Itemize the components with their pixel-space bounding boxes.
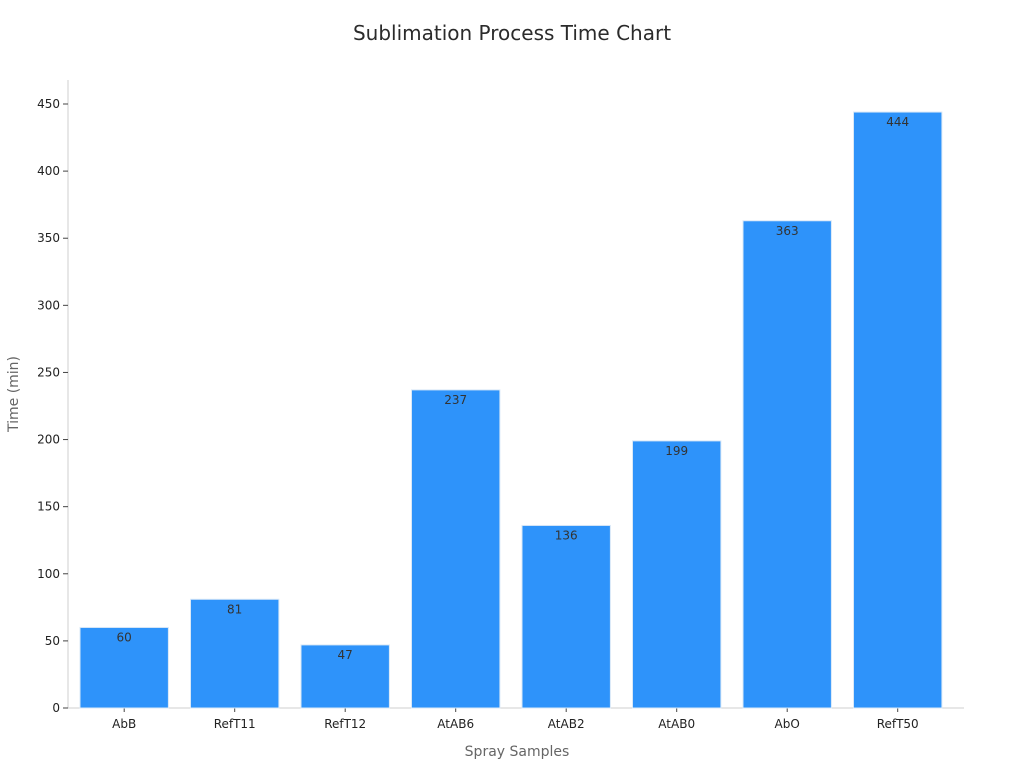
data-label-reft12: 47	[338, 648, 353, 662]
data-label-abb: 60	[117, 630, 132, 644]
y-tick-label: 50	[45, 634, 60, 648]
y-tick-label: 150	[37, 500, 60, 514]
bar-reft50	[853, 111, 943, 709]
bar-atab0	[632, 440, 722, 709]
y-tick-label: 400	[37, 164, 60, 178]
bar-abo	[742, 220, 832, 709]
y-axis-label: Time (min)	[6, 356, 22, 433]
y-tick-label: 100	[37, 567, 60, 581]
x-tick-label: AtAB6	[437, 717, 474, 731]
x-tick-label: AbO	[775, 717, 800, 731]
y-tick-label: 250	[37, 365, 60, 379]
chart-title: Sublimation Process Time Chart	[353, 21, 671, 45]
bar-atab6	[411, 389, 501, 709]
y-tick-label: 350	[37, 231, 60, 245]
data-labels: 60 81 47 237 136 199 363 444	[117, 115, 910, 662]
y-axis: 0 50 100 150 200 250 300 350 400 450	[37, 80, 69, 715]
y-tick-label: 200	[37, 433, 60, 447]
x-tick-label: AtAB0	[658, 717, 695, 731]
data-label-atab2: 136	[555, 528, 578, 542]
bar-atab2	[521, 524, 611, 709]
x-tick-label: RefT11	[214, 717, 256, 731]
bar-reft12	[300, 644, 390, 709]
data-label-abo: 363	[776, 224, 799, 238]
x-axis-label: Spray Samples	[465, 744, 570, 760]
x-axis: AbB RefT11 RefT12 AtAB6 AtAB2 AtAB0 AbO RefT50	[68, 707, 964, 731]
x-tick-label: RefT50	[877, 717, 919, 731]
data-label-atab0: 199	[665, 444, 688, 458]
data-label-reft11: 81	[227, 602, 242, 616]
x-tick-label: AbB	[112, 717, 136, 731]
data-label-atab6: 237	[444, 393, 467, 407]
y-tick-label: 450	[37, 97, 60, 111]
y-tick-label: 300	[37, 298, 60, 312]
data-label-reft50: 444	[886, 115, 909, 129]
bar-abb	[79, 626, 169, 709]
y-tick-label: 0	[52, 701, 60, 715]
bar-reft11	[190, 598, 280, 709]
x-tick-label: RefT12	[324, 717, 366, 731]
x-tick-label: AtAB2	[548, 717, 585, 731]
bars	[79, 111, 943, 709]
